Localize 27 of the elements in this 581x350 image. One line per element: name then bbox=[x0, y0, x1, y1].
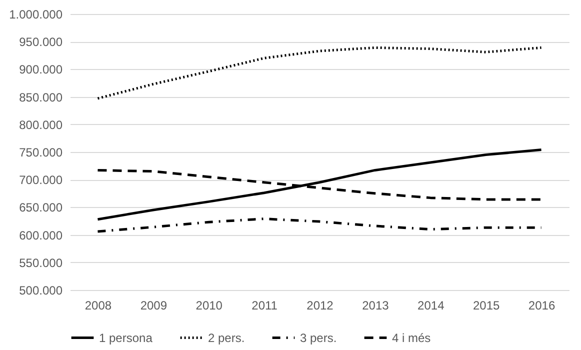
x-tick-label: 2011 bbox=[252, 298, 278, 312]
legend-label: 4 i més bbox=[392, 330, 431, 345]
line-series bbox=[96, 148, 543, 221]
line-series bbox=[96, 218, 543, 233]
y-tick-label: 850.000 bbox=[19, 90, 63, 104]
x-tick-label: 2014 bbox=[418, 298, 445, 312]
y-tick-label: 700.000 bbox=[19, 173, 63, 188]
x-tick-label: 2010 bbox=[196, 298, 223, 312]
x-tick-label: 2015 bbox=[472, 298, 500, 312]
x-tick-label: 2012 bbox=[306, 298, 334, 312]
y-tick-label: 600.000 bbox=[19, 228, 63, 242]
x-tick-label: 2016 bbox=[528, 298, 556, 312]
x-tick-label: 2009 bbox=[140, 298, 168, 312]
y-tick-label: 550.000 bbox=[19, 256, 63, 270]
y-tick-label: 1.000.000 bbox=[9, 8, 63, 22]
legend-label: 2 pers. bbox=[208, 330, 245, 345]
x-tick-label: 2008 bbox=[84, 298, 112, 312]
y-tick-label: 500.000 bbox=[19, 284, 63, 298]
y-tick-label: 650.000 bbox=[19, 200, 63, 215]
y-tick-label: 800.000 bbox=[19, 118, 63, 132]
x-tick-label: 2013 bbox=[362, 298, 390, 312]
line-series bbox=[96, 46, 543, 100]
y-tick-label: 900.000 bbox=[19, 62, 63, 77]
legend-label: 3 pers. bbox=[300, 330, 337, 345]
y-tick-label: 950.000 bbox=[19, 35, 63, 50]
y-tick-label: 750.000 bbox=[19, 146, 63, 160]
legend-label: 1 persona bbox=[99, 330, 153, 345]
